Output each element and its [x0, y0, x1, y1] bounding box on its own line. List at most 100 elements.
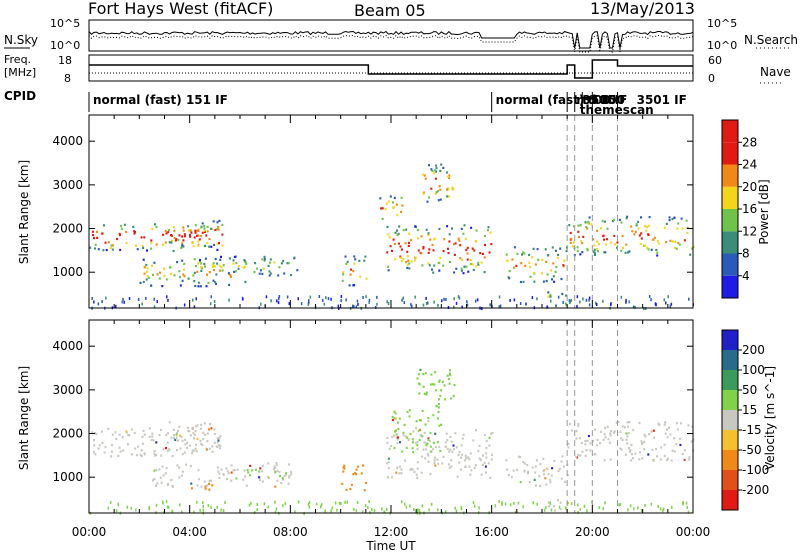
data-cell: [645, 229, 648, 232]
data-cell: [216, 441, 219, 444]
data-cell: [200, 485, 203, 488]
data-cell: [508, 277, 511, 280]
data-cell: [181, 244, 184, 247]
data-cell: [394, 412, 397, 415]
data-cell: [227, 272, 230, 275]
data-cell: [570, 298, 572, 302]
data-cell: [178, 234, 181, 237]
data-cell: [155, 243, 158, 246]
data-cell: [415, 473, 418, 476]
data-cell: [350, 483, 353, 487]
data-cell: [521, 253, 523, 256]
data-cell: [641, 457, 644, 460]
data-cell: [514, 510, 517, 514]
data-cell: [115, 304, 117, 308]
data-cell: [418, 383, 421, 386]
data-cell: [666, 428, 668, 431]
data-cell: [533, 280, 536, 283]
data-cell: [506, 468, 509, 471]
data-cell: [627, 425, 629, 428]
data-cell: [456, 475, 459, 478]
data-cell: [151, 227, 154, 230]
data-cell: [262, 267, 265, 270]
data-cell: [96, 236, 99, 239]
data-cell: [455, 267, 458, 270]
data-cell: [451, 450, 454, 453]
data-cell: [658, 242, 661, 245]
data-cell: [217, 228, 220, 231]
data-cell: [650, 298, 652, 302]
data-cell: [404, 242, 407, 245]
data-cell: [220, 468, 223, 471]
data-cell: [612, 220, 614, 223]
data-cell: [342, 470, 345, 473]
data-cell: [613, 430, 616, 433]
data-cell: [183, 451, 186, 454]
data-cell: [135, 244, 137, 247]
data-cell: [551, 278, 553, 281]
data-cell: [650, 248, 653, 251]
data-cell: [590, 223, 593, 226]
data-cell: [275, 462, 278, 465]
data-cell: [181, 470, 184, 473]
data-cell: [664, 432, 667, 435]
data-cell: [142, 246, 145, 249]
data-cell: [362, 464, 365, 467]
data-cell: [201, 231, 204, 234]
data-cell: [522, 280, 525, 283]
colorbar-tick-label: 15: [742, 403, 757, 417]
data-cell: [416, 476, 419, 479]
data-cell: [256, 503, 258, 506]
data-cell: [217, 466, 219, 469]
data-cell: [199, 508, 201, 512]
data-cell: [677, 222, 680, 225]
data-cell: [308, 505, 311, 509]
data-cell: [569, 231, 572, 235]
data-cell: [254, 262, 257, 265]
data-cell: [337, 304, 340, 308]
data-cell: [522, 461, 525, 464]
data-cell: [345, 488, 348, 491]
data-cell: [429, 238, 432, 241]
data-cell: [232, 469, 235, 472]
data-cell: [182, 239, 185, 242]
data-cell: [229, 273, 232, 277]
data-cell: [176, 431, 178, 435]
data-cell: [216, 221, 219, 224]
data-cell: [439, 449, 442, 452]
data-cell: [519, 455, 522, 458]
data-cell: [364, 504, 367, 508]
data-cell: [683, 458, 686, 461]
data-cell: [612, 431, 615, 435]
data-cell: [284, 473, 287, 476]
data-cell: [485, 439, 488, 443]
data-cell: [176, 261, 179, 264]
data-cell: [196, 437, 199, 440]
data-cell: [629, 504, 632, 508]
data-cell: [644, 435, 647, 438]
data-cell: [550, 474, 553, 477]
data-cell: [186, 441, 189, 444]
data-cell: [346, 260, 349, 263]
data-cell: [191, 426, 194, 429]
colorbar-segment: [722, 450, 738, 470]
data-cell: [638, 421, 641, 425]
data-cell: [117, 502, 119, 506]
data-cell: [524, 264, 527, 267]
data-cell: [683, 239, 686, 242]
data-cell: [528, 253, 531, 256]
data-cell: [413, 259, 416, 262]
data-cell: [528, 261, 531, 264]
data-cell: [647, 224, 650, 227]
data-cell: [344, 500, 346, 504]
data-cell: [685, 219, 688, 222]
data-cell: [581, 450, 584, 453]
data-cell: [422, 385, 425, 388]
data-cell: [307, 503, 310, 506]
data-cell: [687, 510, 690, 514]
data-cell: [242, 478, 245, 481]
data-cell: [585, 298, 588, 302]
data-cell: [230, 471, 233, 474]
data-cell: [455, 446, 458, 449]
data-cell: [484, 465, 487, 468]
